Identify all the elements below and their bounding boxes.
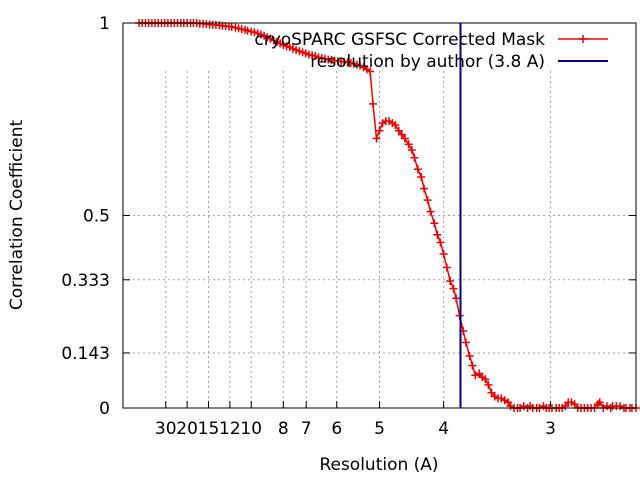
fsc-point xyxy=(407,146,416,155)
x-tick-label: 15 xyxy=(198,419,220,439)
fsc-point xyxy=(449,284,458,293)
axis-ticks: 0 0.143 0.333 0.5 1 30 20 15 12 10 8 7 6 5 4 3 xyxy=(61,14,636,439)
x-tick-label: 7 xyxy=(301,419,312,439)
fsc-point xyxy=(404,140,413,149)
fsc-point xyxy=(410,153,419,162)
fsc-point xyxy=(481,375,490,384)
fsc-point xyxy=(433,230,442,239)
fsc-point xyxy=(400,134,409,143)
y-axis-title: Correlation Coefficient xyxy=(7,120,27,311)
y-tick-label: 0.333 xyxy=(61,271,110,291)
fsc-point xyxy=(372,134,381,143)
fsc-point xyxy=(391,121,400,130)
x-tick-label: 12 xyxy=(219,419,241,439)
fsc-point xyxy=(375,126,384,135)
x-tick-label: 8 xyxy=(278,419,289,439)
fsc-point xyxy=(452,294,461,303)
fsc-point xyxy=(461,338,470,347)
fsc-point xyxy=(423,196,432,205)
fsc-point xyxy=(446,276,455,285)
y-tick-label: 0 xyxy=(99,399,110,419)
fsc-point xyxy=(366,67,375,76)
grid-lines xyxy=(123,71,636,408)
legend-label: resolution by author (3.8 A) xyxy=(310,52,545,72)
fsc-point xyxy=(465,352,474,361)
fsc-point xyxy=(468,361,477,370)
fsc-point xyxy=(442,263,451,272)
x-tick-label: 6 xyxy=(331,419,342,439)
legend: cryoSPARC GSFSC Corrected Maskresolution… xyxy=(254,30,608,72)
fsc-point xyxy=(430,219,439,228)
fsc-point xyxy=(439,250,448,258)
x-tick-label: 30 xyxy=(155,419,177,439)
fsc-point xyxy=(227,22,236,31)
fsc-point xyxy=(356,61,365,70)
x-axis-title: Resolution (A) xyxy=(319,455,438,475)
fsc-point xyxy=(436,238,445,247)
y-tick-label: 0.143 xyxy=(61,344,110,364)
fsc-point xyxy=(243,26,252,35)
y-tick-label: 0.5 xyxy=(83,207,110,227)
x-tick-label: 5 xyxy=(374,419,385,439)
y-tick-label: 1 xyxy=(99,14,110,34)
legend-marker xyxy=(579,35,587,43)
legend-label: cryoSPARC GSFSC Corrected Mask xyxy=(254,30,545,50)
fsc-point xyxy=(369,99,377,108)
fsc-point xyxy=(484,380,493,389)
fsc-point xyxy=(420,184,429,193)
x-tick-label: 20 xyxy=(176,419,198,439)
x-tick-label: 4 xyxy=(438,419,449,439)
fsc-point xyxy=(413,165,422,174)
fsc-point xyxy=(417,173,426,181)
x-tick-label: 10 xyxy=(240,419,262,439)
x-tick-label: 3 xyxy=(545,419,556,439)
fsc-point xyxy=(426,207,435,216)
fsc-point xyxy=(595,398,604,407)
